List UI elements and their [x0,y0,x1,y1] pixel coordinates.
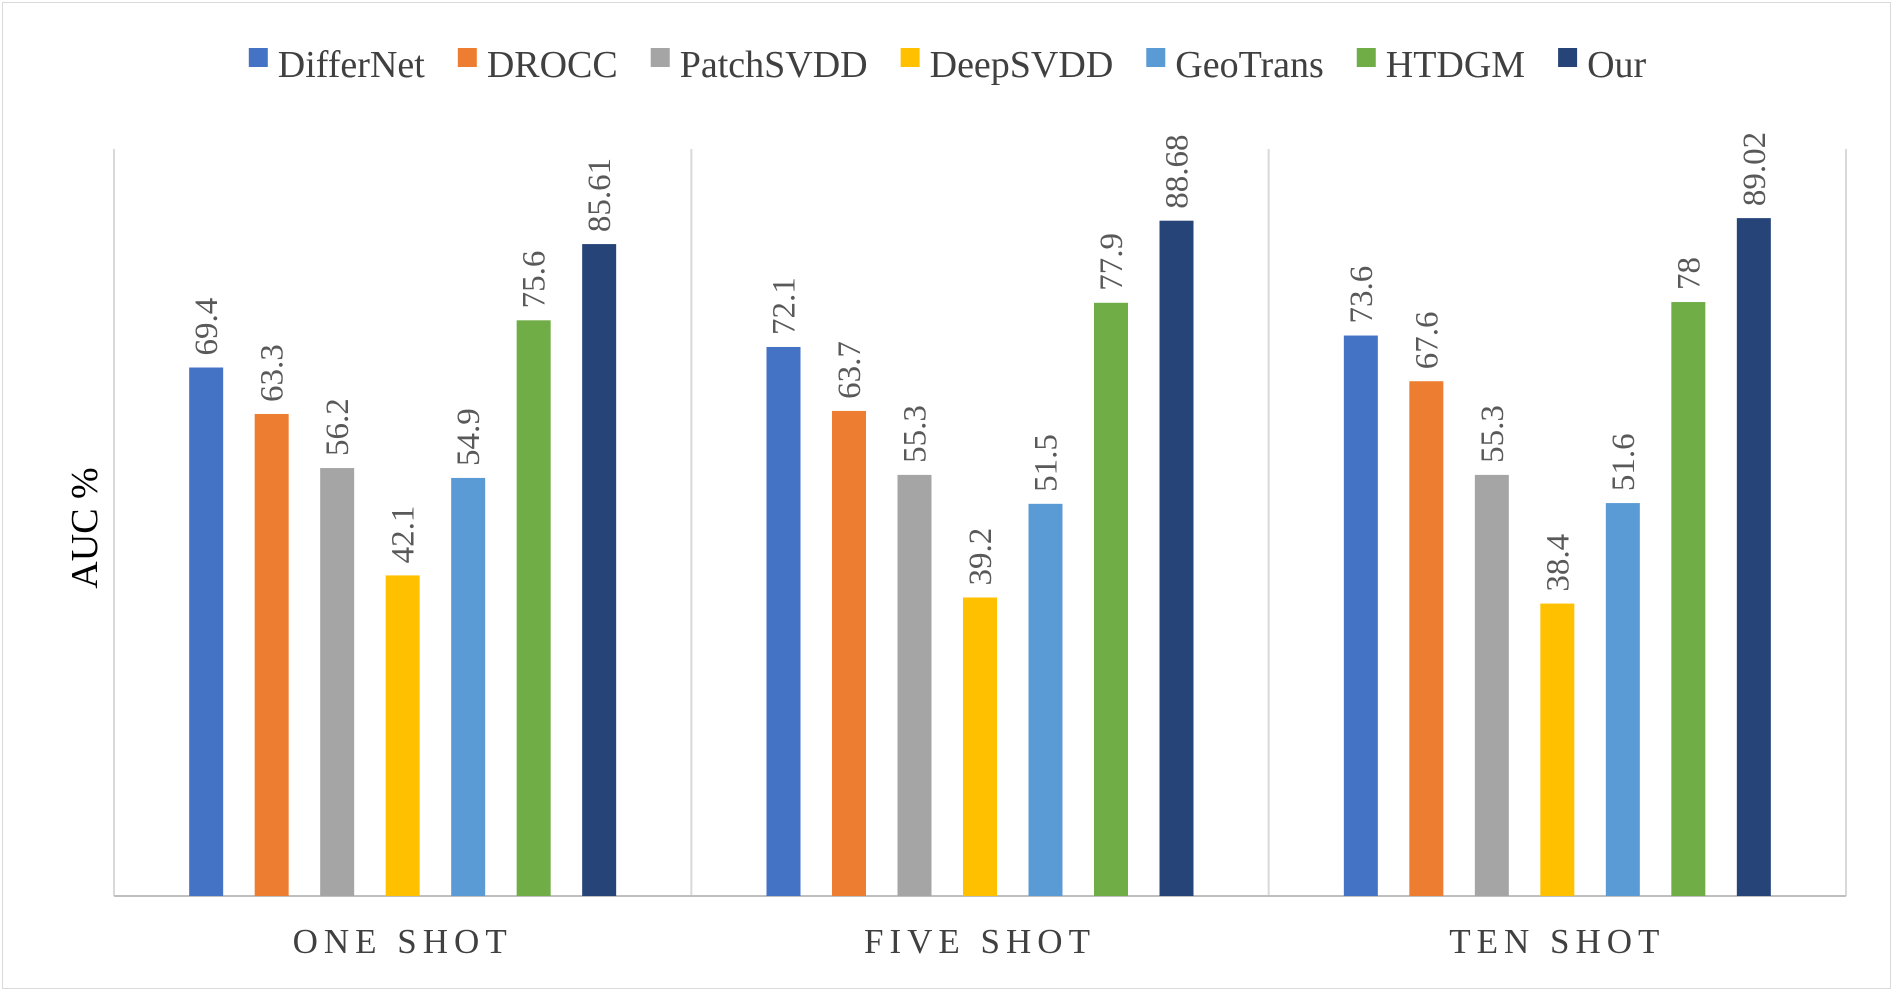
plot-area: 69.4 63.3 56.2 42.1 54.9 75.6 85.61 ONE SHOT 72.… [113,132,1847,961]
legend-label: GeoTrans [1175,44,1324,86]
data-label: 56.2 [320,398,356,456]
legend-label: DeepSVDD [930,44,1114,86]
x-tick-label: FIVE SHOT [864,922,1096,961]
legend-item: GeoTrans [1146,44,1324,86]
legend-swatch [1558,48,1578,67]
data-label: 75.6 [517,251,553,309]
bar [1028,503,1063,896]
legend-label: DROCC [487,44,618,86]
bar [1671,302,1706,896]
bar [385,575,420,896]
legend-item: DeepSVDD [900,44,1114,86]
data-label: 51.6 [1606,433,1642,491]
legend-swatch [1356,48,1376,67]
data-label: 38.4 [1540,534,1576,592]
data-label: 77.9 [1094,233,1130,291]
legend-label: HTDGM [1386,44,1525,86]
data-label: 72.1 [767,277,803,335]
x-tick-label: ONE SHOT [293,922,513,961]
data-label: 54.9 [451,408,487,466]
data-label: 67.6 [1409,311,1445,369]
legend-swatch [650,48,670,67]
data-label: 89.02 [1737,132,1773,206]
data-label: 39.2 [963,528,999,586]
bar [1605,503,1640,896]
legend-label: PatchSVDD [680,44,868,86]
x-tick-label: TEN SHOT [1449,922,1665,961]
legend-item: Our [1558,44,1647,86]
data-label: 55.3 [1475,405,1511,463]
bar [320,468,355,896]
data-label: 63.3 [255,344,291,402]
legend: DifferNet DROCC PatchSVDD DeepSVDD GeoTrans H… [248,44,1647,86]
bar [1736,218,1771,897]
data-label: 88.68 [1160,134,1196,208]
bar [189,367,224,896]
bar [897,474,932,896]
legend-swatch [1146,48,1166,67]
bar [516,320,551,896]
legend-label: Our [1587,44,1646,86]
bar [1094,302,1128,896]
y-axis-label: AUC % [64,467,106,588]
data-label: 73.6 [1344,266,1380,324]
legend-swatch [900,48,920,67]
bar [1540,603,1575,896]
legend-swatch [457,48,477,67]
data-label: 51.5 [1029,434,1065,492]
bar [963,597,997,896]
bar [1474,474,1509,896]
bar [1409,381,1444,896]
bar [1343,335,1378,896]
data-label: 69.4 [189,298,225,356]
data-label: 63.7 [832,341,868,399]
data-label: 55.3 [898,405,934,463]
legend-swatch [248,48,268,67]
bar [254,413,289,896]
bar [766,346,801,896]
legend-item: HTDGM [1356,44,1525,86]
bar [451,477,486,896]
legend-label: DifferNet [278,44,425,86]
data-label: 42.1 [386,506,422,564]
bar [1159,220,1194,897]
data-label: 78 [1671,257,1707,290]
legend-item: DifferNet [248,44,425,86]
bar [582,244,617,897]
legend-item: PatchSVDD [650,44,868,86]
legend-item: DROCC [457,44,618,86]
data-label: 85.61 [582,158,618,232]
bar [832,410,866,896]
